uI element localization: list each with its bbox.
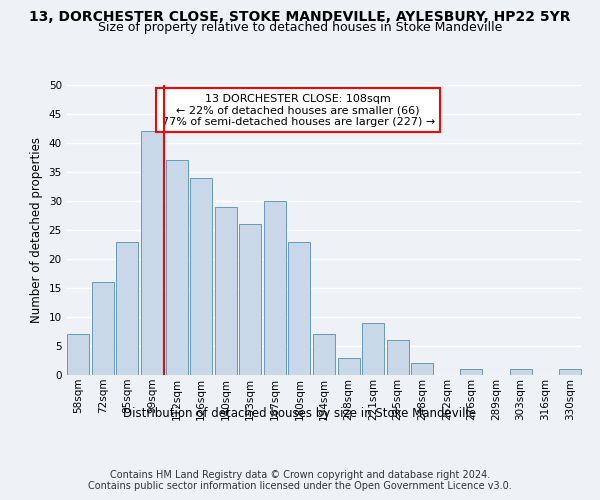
Bar (116, 242, 139, 375)
Y-axis label: Number of detached properties: Number of detached properties (30, 137, 43, 323)
Bar (141, 132, 163, 375)
Bar (289, 242, 310, 375)
Text: Distribution of detached houses by size in Stoke Mandeville: Distribution of detached houses by size … (124, 408, 476, 420)
Bar (460, 369, 482, 375)
Text: Contains HM Land Registry data © Crown copyright and database right 2024.: Contains HM Land Registry data © Crown c… (110, 470, 490, 480)
Bar (215, 207, 237, 375)
Bar (411, 364, 433, 375)
Bar (190, 178, 212, 375)
Bar (313, 334, 335, 375)
Bar (239, 224, 262, 375)
Text: Size of property relative to detached houses in Stoke Mandeville: Size of property relative to detached ho… (98, 21, 502, 34)
Bar (67, 334, 89, 375)
Bar (362, 323, 384, 375)
Bar (386, 340, 409, 375)
Bar (509, 369, 532, 375)
Text: 13, DORCHESTER CLOSE, STOKE MANDEVILLE, AYLESBURY, HP22 5YR: 13, DORCHESTER CLOSE, STOKE MANDEVILLE, … (29, 10, 571, 24)
Text: Contains public sector information licensed under the Open Government Licence v3: Contains public sector information licen… (88, 481, 512, 491)
Bar (166, 160, 188, 375)
Text: 13 DORCHESTER CLOSE: 108sqm
← 22% of detached houses are smaller (66)
77% of sem: 13 DORCHESTER CLOSE: 108sqm ← 22% of det… (161, 94, 435, 127)
Bar (338, 358, 359, 375)
Bar (92, 282, 114, 375)
Bar (264, 201, 286, 375)
Bar (559, 369, 581, 375)
